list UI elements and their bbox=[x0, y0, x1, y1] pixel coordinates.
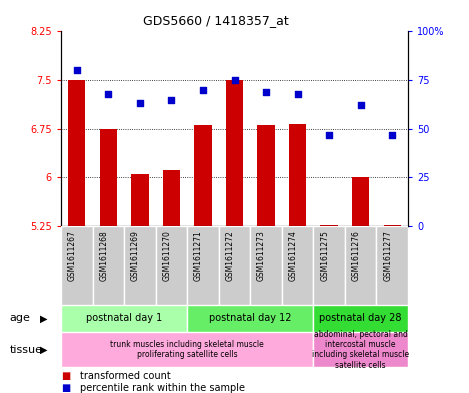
Bar bbox=[289, 124, 306, 226]
Text: postnatal day 28: postnatal day 28 bbox=[319, 313, 402, 323]
Text: GSM1611267: GSM1611267 bbox=[68, 230, 77, 281]
Bar bbox=[61, 305, 187, 332]
Text: trunk muscles including skeletal muscle
proliferating satellite cells: trunk muscles including skeletal muscle … bbox=[110, 340, 264, 360]
Bar bbox=[92, 226, 124, 305]
Bar bbox=[313, 332, 408, 367]
Text: postnatal day 12: postnatal day 12 bbox=[209, 313, 292, 323]
Point bbox=[357, 102, 364, 108]
Bar bbox=[68, 80, 85, 226]
Text: GDS5660 / 1418357_at: GDS5660 / 1418357_at bbox=[143, 14, 288, 27]
Point bbox=[262, 88, 270, 95]
Bar bbox=[187, 305, 313, 332]
Bar bbox=[61, 226, 92, 305]
Text: ▶: ▶ bbox=[40, 345, 47, 355]
Point bbox=[167, 96, 175, 103]
Bar bbox=[131, 174, 149, 226]
Text: GSM1611276: GSM1611276 bbox=[352, 230, 361, 281]
Bar bbox=[282, 226, 313, 305]
Text: age: age bbox=[9, 313, 30, 323]
Point bbox=[199, 86, 207, 93]
Text: GSM1611274: GSM1611274 bbox=[288, 230, 298, 281]
Bar bbox=[313, 226, 345, 305]
Text: ■: ■ bbox=[61, 383, 70, 393]
Point bbox=[105, 90, 112, 97]
Bar bbox=[219, 226, 250, 305]
Bar bbox=[377, 226, 408, 305]
Point bbox=[388, 131, 396, 138]
Point bbox=[73, 67, 81, 73]
Bar bbox=[226, 80, 243, 226]
Bar bbox=[250, 226, 282, 305]
Text: transformed count: transformed count bbox=[80, 371, 170, 381]
Point bbox=[231, 77, 238, 83]
Bar bbox=[61, 332, 313, 367]
Bar bbox=[352, 177, 370, 226]
Text: postnatal day 1: postnatal day 1 bbox=[86, 313, 162, 323]
Text: percentile rank within the sample: percentile rank within the sample bbox=[80, 383, 245, 393]
Text: tissue: tissue bbox=[9, 345, 42, 355]
Bar bbox=[257, 125, 275, 226]
Bar bbox=[384, 225, 401, 226]
Point bbox=[294, 90, 302, 97]
Text: GSM1611277: GSM1611277 bbox=[383, 230, 392, 281]
Text: abdominal, pectoral and
intercostal muscle
including skeletal muscle
satellite c: abdominal, pectoral and intercostal musc… bbox=[312, 330, 409, 370]
Text: GSM1611268: GSM1611268 bbox=[99, 230, 108, 281]
Bar bbox=[99, 129, 117, 226]
Bar bbox=[124, 226, 156, 305]
Bar bbox=[320, 225, 338, 226]
Text: GSM1611273: GSM1611273 bbox=[257, 230, 266, 281]
Point bbox=[136, 100, 144, 107]
Point bbox=[325, 131, 333, 138]
Text: GSM1611272: GSM1611272 bbox=[226, 230, 234, 281]
Text: ▶: ▶ bbox=[40, 313, 47, 323]
Text: GSM1611271: GSM1611271 bbox=[194, 230, 203, 281]
Bar bbox=[163, 169, 180, 226]
Bar bbox=[194, 125, 212, 226]
Bar bbox=[187, 226, 219, 305]
Text: GSM1611269: GSM1611269 bbox=[131, 230, 140, 281]
Text: GSM1611275: GSM1611275 bbox=[320, 230, 329, 281]
Bar bbox=[156, 226, 187, 305]
Bar bbox=[313, 305, 408, 332]
Bar bbox=[345, 226, 377, 305]
Text: GSM1611270: GSM1611270 bbox=[162, 230, 171, 281]
Text: ■: ■ bbox=[61, 371, 70, 381]
